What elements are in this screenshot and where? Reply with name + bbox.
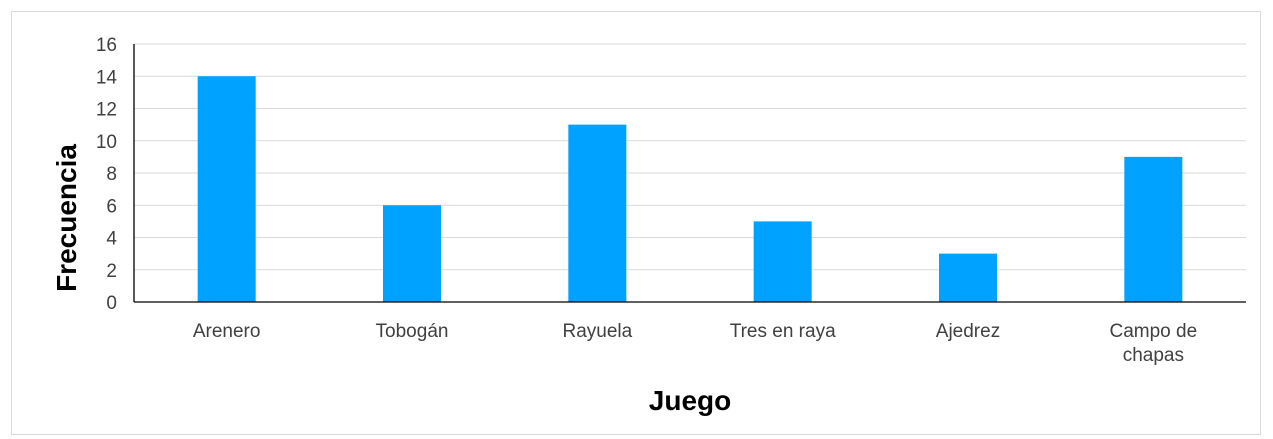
x-tick-label: Campo de chapas [1109,321,1197,366]
y-tick-label: 0 [106,293,117,314]
y-tick-label: 12 [96,100,117,121]
bars [197,76,1183,302]
bar [939,253,997,302]
bar [383,205,441,302]
y-axis-title: Frecuencia [51,144,82,292]
y-tick-labels: 0 2 4 6 8 10 12 14 16 [96,35,118,314]
axes [133,44,1246,303]
bar [568,124,627,302]
y-tick-label: 8 [106,164,117,185]
x-tick-label-line: Ajedrez [936,321,1000,342]
bar [197,76,256,302]
bar [1124,156,1183,302]
y-tick-label: 2 [106,261,117,282]
x-tick-label: Tres en raya [730,321,836,342]
x-tick-label: Rayuela [562,321,632,342]
y-tick-label: 16 [96,35,117,56]
x-tick-label-line: chapas [1123,345,1184,366]
y-tick-label: 4 [106,229,117,250]
x-tick-label-line: Tres en raya [730,321,836,342]
x-axis-title: Juego [649,385,731,416]
x-tick-label: Arenero [193,321,261,342]
x-tick-label-line: Campo de [1109,321,1197,342]
x-tick-label-line: Arenero [193,321,261,342]
bar [753,221,812,302]
x-tick-label: Tobogán [376,321,449,342]
y-tick-label: 10 [96,132,117,153]
x-tick-labels: Arenero Tobogán Rayuela Tres en raya Ajedrez… [193,321,1197,366]
y-tick-label: 14 [96,67,118,88]
x-tick-label-line: Rayuela [562,321,632,342]
x-tick-label: Ajedrez [936,321,1000,342]
gridlines [134,43,1246,271]
x-tick-label-line: Tobogán [376,321,449,342]
y-tick-label: 6 [106,196,117,217]
